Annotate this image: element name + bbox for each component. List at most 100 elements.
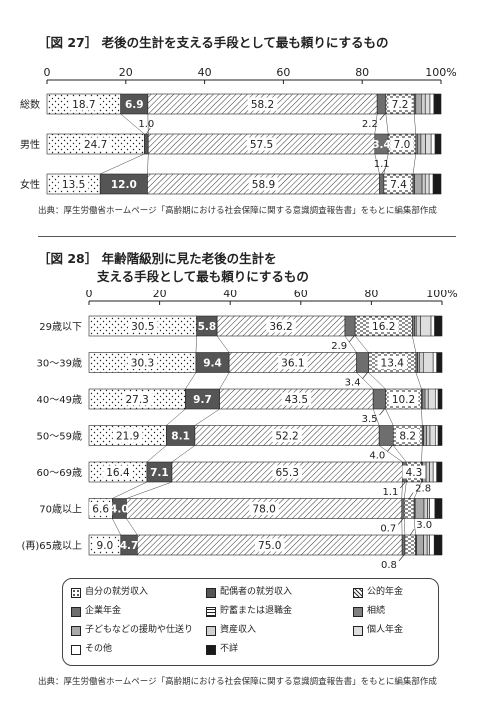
bar-segment-assets	[426, 425, 431, 446]
data-label-bg	[103, 465, 133, 479]
data-label-bg	[281, 392, 312, 406]
data-label: 4.0	[110, 504, 129, 516]
connector-line	[112, 481, 147, 499]
category-label: 30～39歳	[37, 358, 82, 370]
bar-segment-unknown	[437, 425, 443, 446]
callout-line	[379, 408, 385, 416]
legend-swatch-savings	[206, 606, 216, 617]
legend-item-unknown: 不詳	[206, 644, 238, 655]
legend-swatch-public	[353, 587, 363, 598]
connector-line	[401, 481, 403, 499]
callout-line	[379, 113, 386, 121]
bar-segment-unknown	[433, 93, 442, 115]
bar-segment-private	[426, 534, 430, 556]
bar-segment-unknown	[432, 173, 442, 195]
x-tick-label: 80	[364, 290, 378, 300]
legend-label: 自分の就労収入	[85, 587, 149, 597]
data-label-bg	[272, 429, 302, 442]
connector-line	[356, 372, 374, 390]
data-label: 57.5	[250, 139, 273, 151]
connector-line	[354, 335, 369, 353]
data-label: 4.3	[406, 467, 423, 479]
legend: 自分の就労収入 配偶者の就労収入 公的年金 企業年金 貯蓄または退職金 相続 子どもなどの援…	[62, 578, 439, 666]
callout-line	[408, 492, 414, 499]
bar-segment-assets	[421, 173, 426, 195]
data-label-bg	[386, 177, 411, 191]
bar-segment-other	[429, 534, 435, 556]
callout-line	[362, 372, 368, 379]
connector-line	[393, 445, 407, 463]
bar-segment-private	[424, 93, 431, 115]
bar-segment-other	[432, 352, 438, 373]
data-label-bg	[112, 429, 143, 442]
data-label: 9.4	[203, 358, 222, 370]
data-label: 27.3	[125, 394, 148, 406]
bar-segment-children	[417, 133, 422, 155]
data-label-bg	[246, 137, 277, 151]
bar-segment-other	[430, 315, 435, 337]
x-tick-label: 0	[86, 290, 93, 300]
bar-segment-corp	[372, 388, 386, 410]
data-label: 78.0	[252, 504, 275, 516]
data-label: 8.2	[399, 431, 416, 443]
connector-line	[120, 113, 145, 135]
category-label: (再)65歳以上	[21, 540, 82, 552]
data-label-bg	[248, 177, 279, 191]
data-label: 7.0	[394, 139, 411, 151]
legend-item-assets: 資産収入	[206, 625, 256, 636]
x-tick-label: 40	[198, 66, 212, 79]
figure-28-source: 出典：厚生労働省ホームページ「高齢期における社会保障に関する意識調査報告書」をも…	[38, 677, 437, 687]
data-label-bg	[249, 502, 279, 515]
data-label: 30.3	[131, 358, 154, 370]
bar-segment-assets	[420, 93, 426, 115]
legend-label: その他	[85, 644, 113, 654]
legend-item-other: その他	[71, 644, 112, 655]
section-divider	[38, 236, 456, 237]
data-label: 2.9	[331, 341, 347, 352]
data-label: 36.1	[281, 358, 304, 370]
connector-line	[112, 518, 121, 536]
data-label-bg	[368, 319, 399, 333]
callout-line	[387, 445, 393, 452]
connector-line	[194, 408, 220, 426]
category-label: 60～69歳	[37, 467, 82, 479]
category-label: 男性	[20, 138, 40, 151]
data-label-bg	[388, 392, 419, 406]
legend-swatch-children	[71, 625, 81, 636]
legend-item-public: 公的年金	[353, 587, 403, 598]
data-label: 16.2	[372, 321, 395, 333]
connector-line	[385, 408, 394, 426]
bar-segment-other	[429, 498, 436, 519]
legend-item-savings: 貯蓄または退職金	[206, 606, 292, 617]
data-label: 2.8	[415, 484, 431, 495]
connector-line	[126, 518, 138, 536]
connector-line	[372, 408, 380, 426]
data-label: 7.4	[390, 179, 407, 191]
data-label: 6.6	[92, 504, 109, 516]
bar-segment-children	[414, 498, 425, 519]
data-label: 5.8	[198, 321, 217, 333]
category-label: 総数	[20, 98, 40, 111]
bar-segment-children	[416, 534, 424, 556]
connector-line	[216, 335, 230, 353]
legend-item-children: 子どもなどの援助や仕送り	[71, 625, 193, 636]
bar-segment-spouse	[144, 133, 149, 155]
data-label: 30.5	[131, 321, 154, 333]
bar-segment-assets	[424, 388, 429, 410]
x-tick-label: 60	[276, 66, 290, 79]
legend-label: 不詳	[220, 644, 239, 654]
data-label: 9.7	[193, 394, 212, 406]
data-label-bg	[128, 319, 158, 333]
category-label: 女性	[20, 178, 40, 191]
bar-segment-unknown	[434, 498, 443, 519]
callout-line	[398, 554, 405, 562]
data-label: 1.1	[374, 159, 390, 170]
bar-segment-private	[427, 388, 436, 410]
data-label-bg	[80, 137, 111, 151]
data-label-bg	[93, 538, 117, 552]
legend-swatch-unknown	[206, 644, 216, 655]
legend-label: 子どもなどの援助や仕送り	[85, 625, 194, 635]
figure-28-chart: 0 20 40 60 80 100% 29歳以下 30～39歳 40～49歳 50～59歳 60～6…	[21, 290, 457, 571]
connector-line	[344, 335, 357, 353]
data-label: 8.1	[171, 431, 190, 443]
